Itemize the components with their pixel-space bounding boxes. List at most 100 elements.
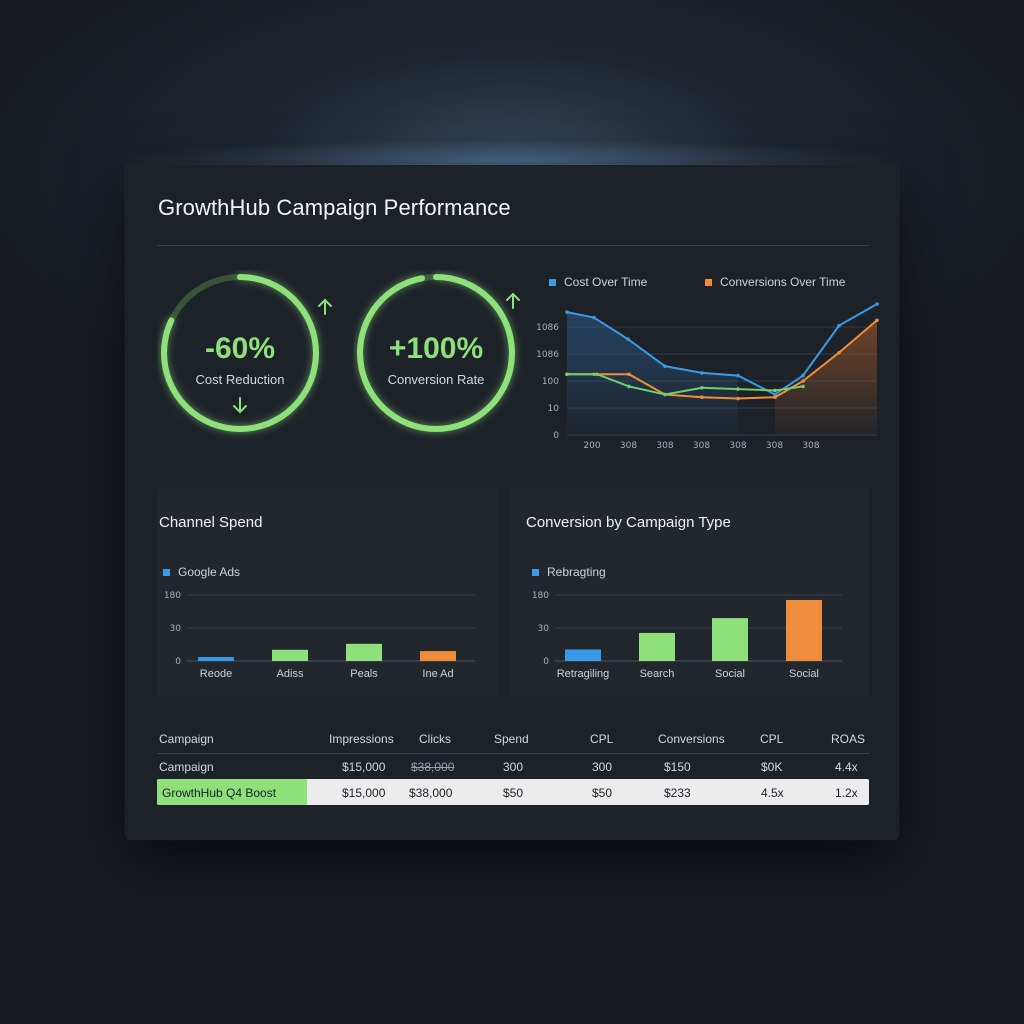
conversions-area — [775, 320, 877, 435]
kpi-label: Cost Reduction — [195, 372, 285, 387]
y-tick-label: 100 — [542, 377, 559, 387]
table-cell: GrowthHub Q4 Boost — [162, 786, 277, 800]
legend-google-ads: Google Ads — [163, 565, 240, 579]
channel-spend-card: Channel Spend Google Ads 180 30 0 Reode Adis… — [157, 488, 498, 696]
highlight-cell — [157, 779, 307, 805]
dashboard-panel: GrowthHub Campaign Performance -60% Cost… — [125, 165, 899, 840]
data-point — [663, 392, 667, 397]
kpi-section: -60% Cost Reduction +100% Conversion Rat… — [157, 270, 527, 470]
table-cell: $150 — [664, 760, 691, 774]
y-tick-label: 0 — [553, 431, 559, 441]
data-point — [837, 350, 841, 355]
x-tick-label: 308 — [766, 441, 783, 451]
column-header: Conversions — [658, 732, 725, 746]
table-cell: $15,000 — [342, 786, 386, 800]
table-cell: 4.5x — [761, 786, 784, 800]
x-tick-label: 308 — [729, 441, 746, 451]
card-title: Conversion by Campaign Type — [526, 514, 731, 531]
legend-swatch — [532, 569, 539, 577]
x-tick-label: Adiss — [277, 668, 304, 680]
legend-conversions: Conversions Over Time — [705, 275, 845, 289]
cost-line — [566, 303, 878, 396]
x-tick-label: Retragiling — [557, 668, 610, 680]
data-point — [700, 371, 704, 375]
conversion-type-bar-chart: 180 30 0 Retragiling Search Social Social — [532, 591, 842, 680]
kpi-cost-reduction: -60% Cost Reduction — [157, 270, 357, 470]
legend-label: Rebragting — [547, 565, 606, 579]
y-tick-label: 0 — [175, 657, 181, 667]
x-tick-label: Search — [640, 668, 675, 680]
data-point — [700, 395, 704, 399]
column-header: ROAS — [831, 732, 866, 746]
y-tick-label: 0 — [543, 657, 549, 667]
y-tick-label: 1086 — [537, 323, 559, 333]
cost-area — [567, 312, 738, 435]
data-point — [801, 384, 805, 389]
bar — [198, 657, 234, 661]
bar — [712, 618, 748, 661]
table-cell: $15,000 — [342, 760, 386, 774]
data-point — [875, 302, 879, 306]
bar — [272, 649, 308, 661]
table-cell: 4.4x — [835, 760, 858, 774]
data-point — [565, 310, 569, 314]
column-header: CPL — [760, 732, 784, 746]
table-cell: $38,000 — [411, 760, 455, 774]
table-cell: $233 — [664, 786, 691, 800]
legend-label: Cost Over Time — [564, 275, 648, 289]
y-tick-label: 30 — [170, 624, 182, 634]
table-cell: 300 — [503, 760, 524, 774]
page-title: GrowthHub Campaign Performance — [158, 195, 511, 220]
kpi-label: Conversion Rate — [387, 372, 485, 387]
arrow-down-icon — [233, 397, 247, 414]
data-point — [837, 323, 841, 328]
x-tick-label: Peals — [350, 668, 378, 680]
table-divider — [157, 753, 869, 754]
data-point — [565, 372, 569, 377]
data-point — [875, 318, 879, 323]
table-cell: $50 — [592, 786, 613, 800]
conversion-by-type-card: Conversion by Campaign Type Rebragting 1… — [510, 488, 869, 696]
bar — [639, 632, 675, 661]
y-tick-label: 10 — [548, 404, 560, 414]
x-tick-label: 308 — [620, 441, 637, 451]
table-row-highlighted[interactable]: GrowthHub Q4 Boost $15,000 $38,000 $50 $… — [157, 779, 869, 805]
data-point — [773, 388, 777, 393]
y-tick-label: 30 — [538, 624, 550, 634]
x-tick-label: 308 — [802, 441, 819, 451]
data-point — [736, 396, 740, 401]
column-header: Campaign — [159, 732, 214, 746]
kpi-value: -60% — [204, 332, 276, 365]
data-point — [801, 379, 805, 383]
data-point — [773, 395, 777, 399]
table-cell: 1.2x — [835, 786, 858, 800]
bar — [786, 599, 822, 661]
arrow-up-icon — [506, 292, 520, 309]
data-point — [736, 373, 740, 378]
data-point — [592, 315, 596, 320]
secondary-line — [567, 373, 804, 396]
x-tick-label: Ine Ad — [422, 668, 453, 680]
data-point — [626, 337, 630, 341]
legend-retargeting: Rebragting — [532, 565, 606, 579]
y-tick-label: 1086 — [537, 350, 559, 360]
data-point — [700, 385, 704, 390]
kpi-value: +100% — [388, 332, 484, 365]
channel-spend-bar-chart: 180 30 0 Reode Adiss Peals Ine Ad — [164, 591, 475, 680]
cost-reduction-gauge — [161, 274, 332, 432]
data-point — [773, 392, 777, 397]
legend-label: Conversions Over Time — [720, 275, 846, 289]
bar — [420, 651, 456, 661]
legend-label: Google Ads — [178, 565, 241, 579]
column-header: CPL — [590, 732, 614, 746]
data-point — [801, 373, 805, 378]
y-tick-label: 180 — [532, 591, 549, 601]
table-header-row: Campaign Impressions Clicks Spend CPL Co… — [157, 725, 869, 751]
table-cell: $50 — [503, 786, 524, 800]
x-tick-label: 308 — [656, 441, 673, 451]
table-row[interactable]: Campaign $15,000 $38,000 300 300 $150 $0… — [157, 753, 869, 779]
x-tick-label: 200 — [583, 441, 600, 451]
bar — [565, 649, 601, 661]
column-header: Impressions — [329, 732, 394, 746]
bar — [346, 643, 382, 661]
